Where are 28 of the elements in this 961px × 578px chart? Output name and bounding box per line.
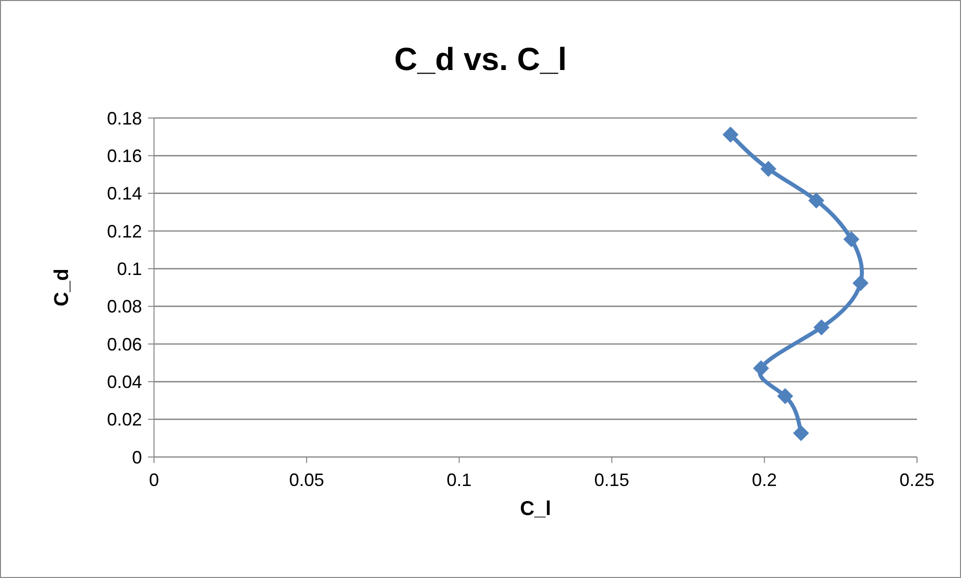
point: [808, 192, 824, 208]
x-tick-label: 0.15: [594, 470, 630, 490]
y-tick-label: 0.06: [106, 334, 142, 354]
x-tick-label: 0.2: [752, 470, 777, 490]
point: [753, 360, 770, 376]
y-tick-label: 0.08: [106, 296, 142, 317]
y-tick-label: 0.14: [106, 184, 142, 204]
y-tick-label: 0.02: [106, 410, 142, 430]
y-tick-label: 0.16: [106, 146, 142, 166]
y-tick-label: 0.18: [106, 108, 142, 128]
x-tick-label: 0.05: [289, 470, 324, 490]
y-tick-label: 0.1: [116, 259, 142, 280]
point: [843, 231, 860, 248]
x-axis-title: C_l: [520, 498, 552, 520]
y-axis-title: C_d: [51, 268, 74, 306]
point: [777, 388, 794, 404]
y-tick-label: 0.04: [106, 372, 142, 392]
point: [813, 319, 830, 336]
x-tick-label: 0.1: [446, 470, 472, 490]
x-tick-label: 0.25: [899, 470, 935, 490]
point: [760, 160, 776, 177]
point: [793, 425, 810, 442]
x-tick-label: 0: [148, 470, 160, 490]
chart-title: C_d vs. C_l: [393, 41, 568, 78]
y-tick-label: 0.12: [106, 221, 142, 242]
point: [722, 126, 739, 143]
y-tick-label: 0: [132, 447, 142, 468]
point: [852, 275, 869, 292]
